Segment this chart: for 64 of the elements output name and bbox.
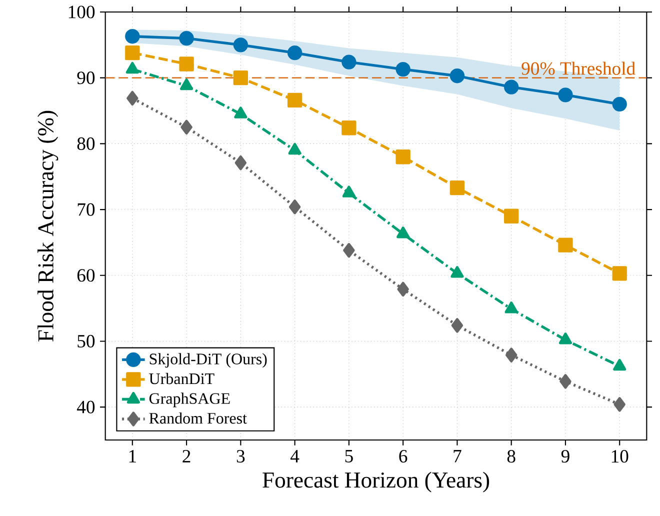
y-tick-label: 100 (68, 6, 95, 18)
x-tick-label: 2 (182, 450, 190, 462)
x-tick-label: 8 (507, 450, 516, 463)
point (558, 88, 573, 102)
point (125, 45, 140, 60)
x-tick-label: 5 (345, 450, 353, 462)
point (506, 348, 518, 362)
y-tick-label: 80 (77, 137, 95, 150)
y-tick-label: 90 (77, 72, 95, 84)
point (234, 155, 247, 170)
point (179, 56, 194, 72)
point (234, 106, 248, 118)
point (614, 397, 626, 412)
y-axis-title: Flood Risk Accuracy (%) (38, 110, 58, 342)
point (612, 266, 627, 281)
y-tick-label: 60 (77, 269, 95, 282)
x-axis-title: Forecast Horizon (Years) (262, 472, 490, 492)
point (504, 302, 518, 314)
point (233, 38, 248, 52)
point (180, 78, 194, 90)
x-tick-label: 4 (290, 450, 300, 462)
point (450, 180, 465, 196)
y-tick-label: 40 (76, 400, 95, 414)
point (613, 358, 626, 371)
legend-label: GraphSAGE (149, 392, 230, 408)
point (288, 142, 302, 155)
y-tick-label: 70 (78, 203, 95, 216)
point (342, 54, 356, 70)
point (504, 80, 519, 94)
point (126, 90, 138, 106)
ref-line-label: 90% Threshold (522, 62, 636, 75)
point (287, 45, 302, 60)
x-tick-label: 3 (236, 450, 245, 463)
point (396, 62, 410, 77)
point (342, 120, 356, 136)
point (612, 96, 627, 112)
legend-label: Random Forest (149, 412, 247, 424)
point (396, 150, 410, 164)
x-tick-label: 1 (129, 450, 136, 462)
point (558, 332, 572, 344)
point (450, 266, 464, 278)
x-tick-label: 9 (561, 450, 570, 463)
point (233, 70, 248, 86)
point (451, 318, 464, 333)
y-tick-label: 50 (78, 334, 95, 348)
point (287, 92, 302, 108)
point (450, 68, 465, 84)
point (180, 120, 192, 135)
point (504, 208, 519, 224)
point (179, 31, 194, 46)
x-tick-label: 10 (612, 450, 628, 463)
x-tick-label: 7 (454, 450, 462, 462)
point (342, 186, 356, 198)
point (126, 62, 139, 74)
legend-label: Skjold-DiT (Ours) (150, 353, 267, 368)
point (288, 200, 301, 214)
point (397, 282, 409, 297)
point (125, 29, 140, 44)
legend-label: UrbanDiT (149, 372, 214, 384)
point (343, 243, 355, 258)
x-tick-label: 6 (399, 450, 408, 463)
point (396, 226, 410, 238)
point (560, 374, 572, 389)
point (558, 238, 573, 252)
